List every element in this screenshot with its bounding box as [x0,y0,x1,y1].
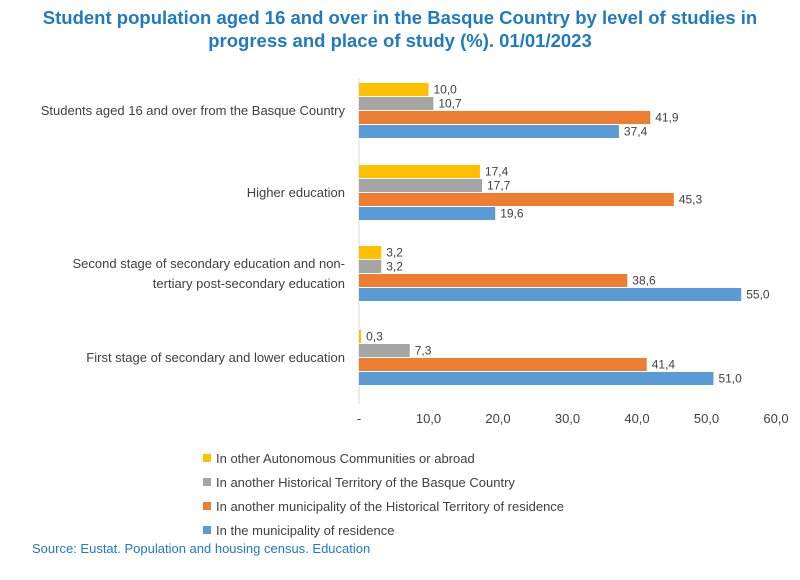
data-label-4-series-2: 7,3 [415,344,432,358]
x-tick-label-4: 40,0 [624,411,649,426]
data-label-1-series-2: 10,7 [438,97,462,111]
bar-1-series-2 [359,97,434,110]
bar-4-series-3 [359,358,647,371]
data-label-2-series-4: 19,6 [500,207,524,221]
legend-label-2: In another Historical Territory of the B… [216,474,515,490]
bar-2-series-3 [359,193,674,206]
chart-title-line-1: Student population aged 16 and over in t… [42,7,758,28]
legend-label-4: In the municipality of residence [216,522,395,538]
legend-item-1: In other Autonomous Communities or abroa… [203,446,564,470]
bar-1-series-1 [359,83,429,96]
chart-legend: In other Autonomous Communities or abroa… [203,446,564,542]
data-label-4-series-4: 51,0 [718,372,742,386]
data-label-2-series-1: 17,4 [485,165,509,179]
bar-1-series-3 [359,111,651,124]
legend-item-2: In another Historical Territory of the B… [203,470,564,494]
data-label-4-series-1: 0,3 [366,330,383,344]
bar-4-series-2 [359,344,410,357]
category-label-2: Higher education [247,185,345,200]
data-label-4-series-3: 41,4 [652,358,676,372]
data-label-3-series-1: 3,2 [386,246,403,260]
data-label-3-series-2: 3,2 [386,260,403,274]
data-label-3-series-3: 38,6 [632,274,656,288]
data-label-2-series-3: 45,3 [679,193,703,207]
category-label-1: Students aged 16 and over from the Basqu… [41,103,346,118]
bar-3-series-3 [359,274,628,287]
legend-item-3: In another municipality of the Historica… [203,494,564,518]
data-label-2-series-2: 17,7 [487,179,511,193]
x-tick-label-0: - [357,411,361,426]
bar-4-series-1 [359,330,362,343]
x-tick-label-3: 30,0 [555,411,580,426]
bar-3-series-4 [359,288,742,301]
bar-4-series-4 [359,372,714,385]
bar-2-series-2 [359,179,483,192]
legend-swatch-1 [203,454,211,462]
data-label-3-series-4: 55,0 [746,288,770,302]
legend-swatch-3 [203,502,211,510]
bar-3-series-2 [359,260,382,273]
bar-3-series-1 [359,246,382,259]
source-note: Source: Eustat. Population and housing c… [32,541,371,556]
legend-label-1: In other Autonomous Communities or abroa… [216,450,475,466]
x-tick-label-2: 20,0 [485,411,510,426]
x-tick-label-1: 10,0 [416,411,441,426]
legend-swatch-4 [203,526,211,534]
legend-item-4: In the municipality of residence [203,518,564,542]
bar-2-series-4 [359,207,496,220]
chart-title: Student population aged 16 and over in t… [0,6,800,52]
data-label-1-series-1: 10,0 [434,83,458,97]
chart-title-line-2: progress and place of study (%). 01/01/2… [208,30,592,51]
legend-label-3: In another municipality of the Historica… [216,498,565,514]
category-label-3-line-1: Second stage of secondary education and … [73,256,345,271]
bar-1-series-4 [359,125,619,138]
x-tick-label-5: 50,0 [694,411,719,426]
bar-2-series-1 [359,165,480,178]
legend-swatch-2 [203,478,211,486]
category-label-3-line-2: tertiary post-secondary education [153,276,345,291]
data-label-1-series-4: 37,4 [624,125,648,139]
category-label-4: First stage of secondary and lower educa… [86,350,345,365]
x-tick-label-6: 60,0 [763,411,788,426]
data-label-1-series-3: 41,9 [655,111,679,125]
